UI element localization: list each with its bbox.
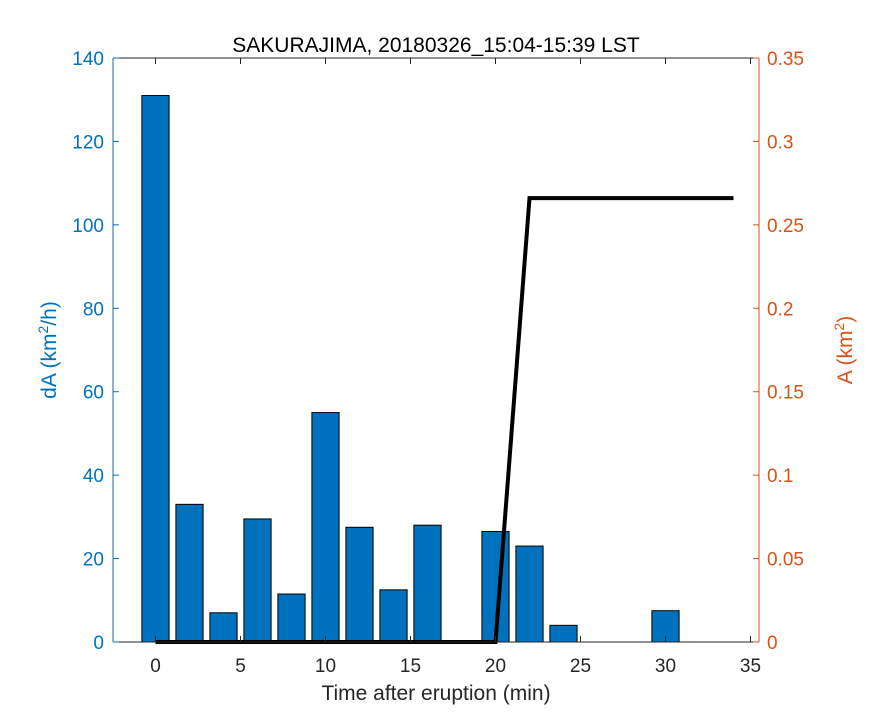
bar-series <box>141 95 680 643</box>
right-y-tick-label: 0.25 <box>767 216 804 237</box>
left-y-tick-label: 140 <box>72 49 104 70</box>
x-axis-label: Time after eruption (min) <box>321 682 550 705</box>
right-y-tick-label: 0.35 <box>767 49 804 70</box>
x-axis-ticks: 0 5 10 15 20 25 30 35 <box>150 58 761 677</box>
right-y-axis-ticks: 0 0.05 0.1 0.15 0.2 0.25 0.3 0.35 <box>753 49 804 654</box>
right-y-tick-label: 0.15 <box>767 383 804 404</box>
left-y-tick-label: 80 <box>83 299 104 320</box>
left-y-axis-label-base: dA (km <box>38 333 61 398</box>
left-y-tick-label: 40 <box>83 466 104 487</box>
left-y-axis-label: dA (km2/h) <box>35 301 61 399</box>
left-y-tick-label: 100 <box>72 216 104 237</box>
bar <box>549 624 578 643</box>
bar <box>345 526 374 643</box>
x-tick-label: 35 <box>740 656 761 677</box>
right-y-axis-label: A (km2) <box>831 316 857 384</box>
right-y-tick-label: 0.3 <box>767 132 793 153</box>
bar <box>515 545 544 643</box>
left-y-tick-label: 60 <box>83 383 104 404</box>
chart-title: SAKURAJIMA, 20180326_15:04-15:39 LST <box>232 34 640 57</box>
right-y-tick-label: 0.05 <box>767 550 804 571</box>
cumulative-area-line <box>155 196 734 644</box>
bar <box>141 95 170 643</box>
x-tick-label: 20 <box>485 656 506 677</box>
right-y-tick-label: 0.2 <box>767 299 793 320</box>
bar <box>379 589 408 643</box>
bar <box>243 518 272 643</box>
line-series <box>155 196 734 644</box>
right-y-axis-label-base: A (km <box>834 331 857 385</box>
right-y-tick-label: 0.1 <box>767 466 793 487</box>
bar <box>311 412 340 643</box>
x-tick-label: 30 <box>655 656 676 677</box>
left-y-axis-ticks: 0 20 40 60 80 100 120 140 <box>72 49 119 654</box>
left-y-tick-label: 120 <box>72 132 104 153</box>
axes <box>112 57 760 643</box>
bar <box>209 612 238 643</box>
right-y-tick-label: 0 <box>767 633 778 654</box>
left-y-tick-label: 20 <box>83 550 104 571</box>
x-tick-label: 15 <box>400 656 421 677</box>
x-tick-label: 0 <box>150 656 161 677</box>
right-y-axis-label-sup: 2 <box>831 323 847 331</box>
left-y-tick-label: 0 <box>93 633 104 654</box>
x-tick-label: 5 <box>235 656 246 677</box>
left-y-axis-label-sup: 2 <box>35 325 51 333</box>
bar <box>413 524 442 643</box>
bar <box>175 503 204 643</box>
right-y-axis-label-tail: ) <box>834 316 857 323</box>
x-tick-label: 10 <box>315 656 336 677</box>
left-y-axis-label-tail: /h) <box>38 301 61 326</box>
bar <box>277 593 306 643</box>
x-tick-label: 25 <box>570 656 591 677</box>
